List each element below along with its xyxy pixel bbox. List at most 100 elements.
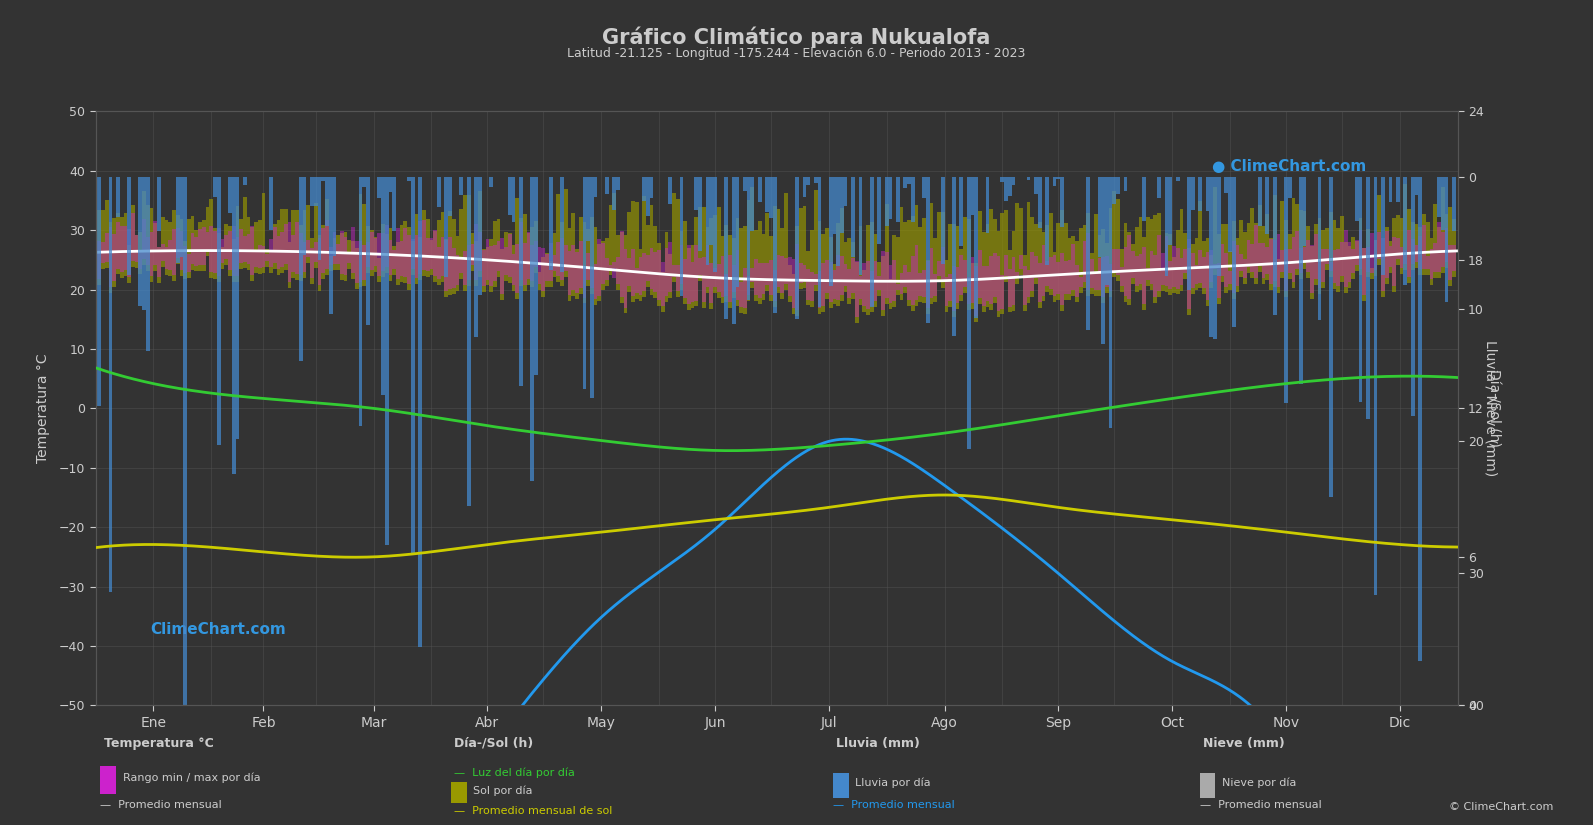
Bar bbox=[605, 238, 609, 285]
Bar bbox=[1106, 256, 1109, 287]
Bar bbox=[1344, 242, 1348, 293]
Bar bbox=[153, 221, 158, 266]
Bar bbox=[895, 285, 900, 290]
Bar bbox=[992, 253, 997, 297]
Bar bbox=[840, 177, 844, 233]
Bar bbox=[1434, 243, 1437, 272]
Bar bbox=[634, 202, 639, 299]
Bar bbox=[213, 228, 217, 280]
Bar bbox=[1192, 252, 1195, 288]
Bar bbox=[1031, 252, 1034, 291]
Bar bbox=[900, 273, 903, 294]
Bar bbox=[1258, 177, 1262, 226]
Bar bbox=[1112, 249, 1117, 271]
Bar bbox=[653, 226, 658, 298]
Bar bbox=[586, 229, 589, 286]
Bar bbox=[1276, 259, 1281, 293]
Bar bbox=[1150, 219, 1153, 290]
Bar bbox=[217, 229, 220, 276]
Bar bbox=[750, 187, 753, 289]
Bar bbox=[703, 257, 706, 302]
Bar bbox=[1217, 177, 1220, 276]
Bar bbox=[803, 205, 806, 289]
Bar bbox=[1359, 177, 1362, 402]
Bar bbox=[386, 225, 389, 266]
Bar bbox=[650, 248, 653, 289]
Bar bbox=[884, 177, 889, 225]
Bar bbox=[1008, 177, 1012, 196]
Bar bbox=[456, 255, 459, 285]
Bar bbox=[728, 255, 731, 302]
Text: —  Promedio mensual: — Promedio mensual bbox=[1200, 800, 1321, 810]
Bar bbox=[851, 243, 855, 299]
Bar bbox=[378, 258, 381, 282]
Bar bbox=[355, 241, 358, 283]
Bar bbox=[139, 252, 142, 268]
Bar bbox=[661, 272, 664, 313]
Bar bbox=[822, 233, 825, 312]
Bar bbox=[233, 226, 236, 276]
Bar bbox=[903, 177, 906, 188]
Bar bbox=[1142, 238, 1145, 309]
Bar bbox=[739, 228, 742, 313]
Bar bbox=[639, 248, 642, 301]
Bar bbox=[183, 177, 186, 825]
Bar bbox=[419, 237, 422, 280]
Bar bbox=[753, 230, 758, 301]
Bar bbox=[769, 236, 773, 301]
Bar bbox=[333, 238, 336, 271]
Bar bbox=[258, 245, 261, 268]
Bar bbox=[1356, 177, 1359, 221]
Bar bbox=[489, 246, 492, 286]
Bar bbox=[956, 226, 959, 309]
Bar bbox=[1139, 218, 1142, 290]
Bar bbox=[817, 271, 822, 308]
Bar bbox=[306, 239, 311, 257]
Bar bbox=[567, 251, 572, 295]
Bar bbox=[1262, 226, 1265, 284]
Bar bbox=[725, 177, 728, 318]
Bar bbox=[538, 247, 542, 284]
Bar bbox=[647, 225, 650, 287]
Bar bbox=[333, 177, 336, 256]
Bar bbox=[911, 257, 914, 304]
Bar bbox=[1356, 241, 1359, 271]
Bar bbox=[1117, 177, 1120, 194]
Bar bbox=[1034, 177, 1037, 194]
Bar bbox=[1075, 241, 1078, 303]
Bar bbox=[967, 219, 970, 309]
Bar bbox=[892, 260, 895, 301]
Bar bbox=[833, 264, 836, 304]
Bar bbox=[992, 219, 997, 303]
Bar bbox=[747, 276, 750, 295]
Bar bbox=[102, 210, 105, 269]
Bar bbox=[325, 199, 328, 275]
Bar bbox=[1026, 177, 1031, 181]
Bar bbox=[403, 228, 408, 277]
Bar bbox=[828, 262, 833, 302]
Bar bbox=[725, 225, 728, 302]
Bar bbox=[1337, 249, 1340, 285]
Bar bbox=[362, 177, 366, 187]
Bar bbox=[1150, 251, 1153, 284]
Bar bbox=[527, 233, 530, 285]
Bar bbox=[948, 224, 953, 307]
Bar bbox=[1012, 257, 1015, 304]
Bar bbox=[811, 271, 814, 301]
Bar bbox=[594, 227, 597, 305]
Bar bbox=[575, 249, 578, 299]
Bar bbox=[1273, 196, 1276, 286]
Bar bbox=[953, 224, 956, 317]
Bar bbox=[1254, 223, 1258, 285]
Bar bbox=[1389, 177, 1392, 202]
Bar bbox=[1198, 250, 1203, 282]
Bar bbox=[691, 262, 695, 302]
Bar bbox=[709, 177, 714, 245]
Bar bbox=[339, 233, 344, 280]
Bar bbox=[878, 177, 881, 243]
Bar bbox=[108, 227, 113, 287]
Bar bbox=[878, 276, 881, 290]
Bar bbox=[1281, 201, 1284, 278]
Bar bbox=[411, 177, 414, 554]
Bar bbox=[906, 220, 911, 306]
